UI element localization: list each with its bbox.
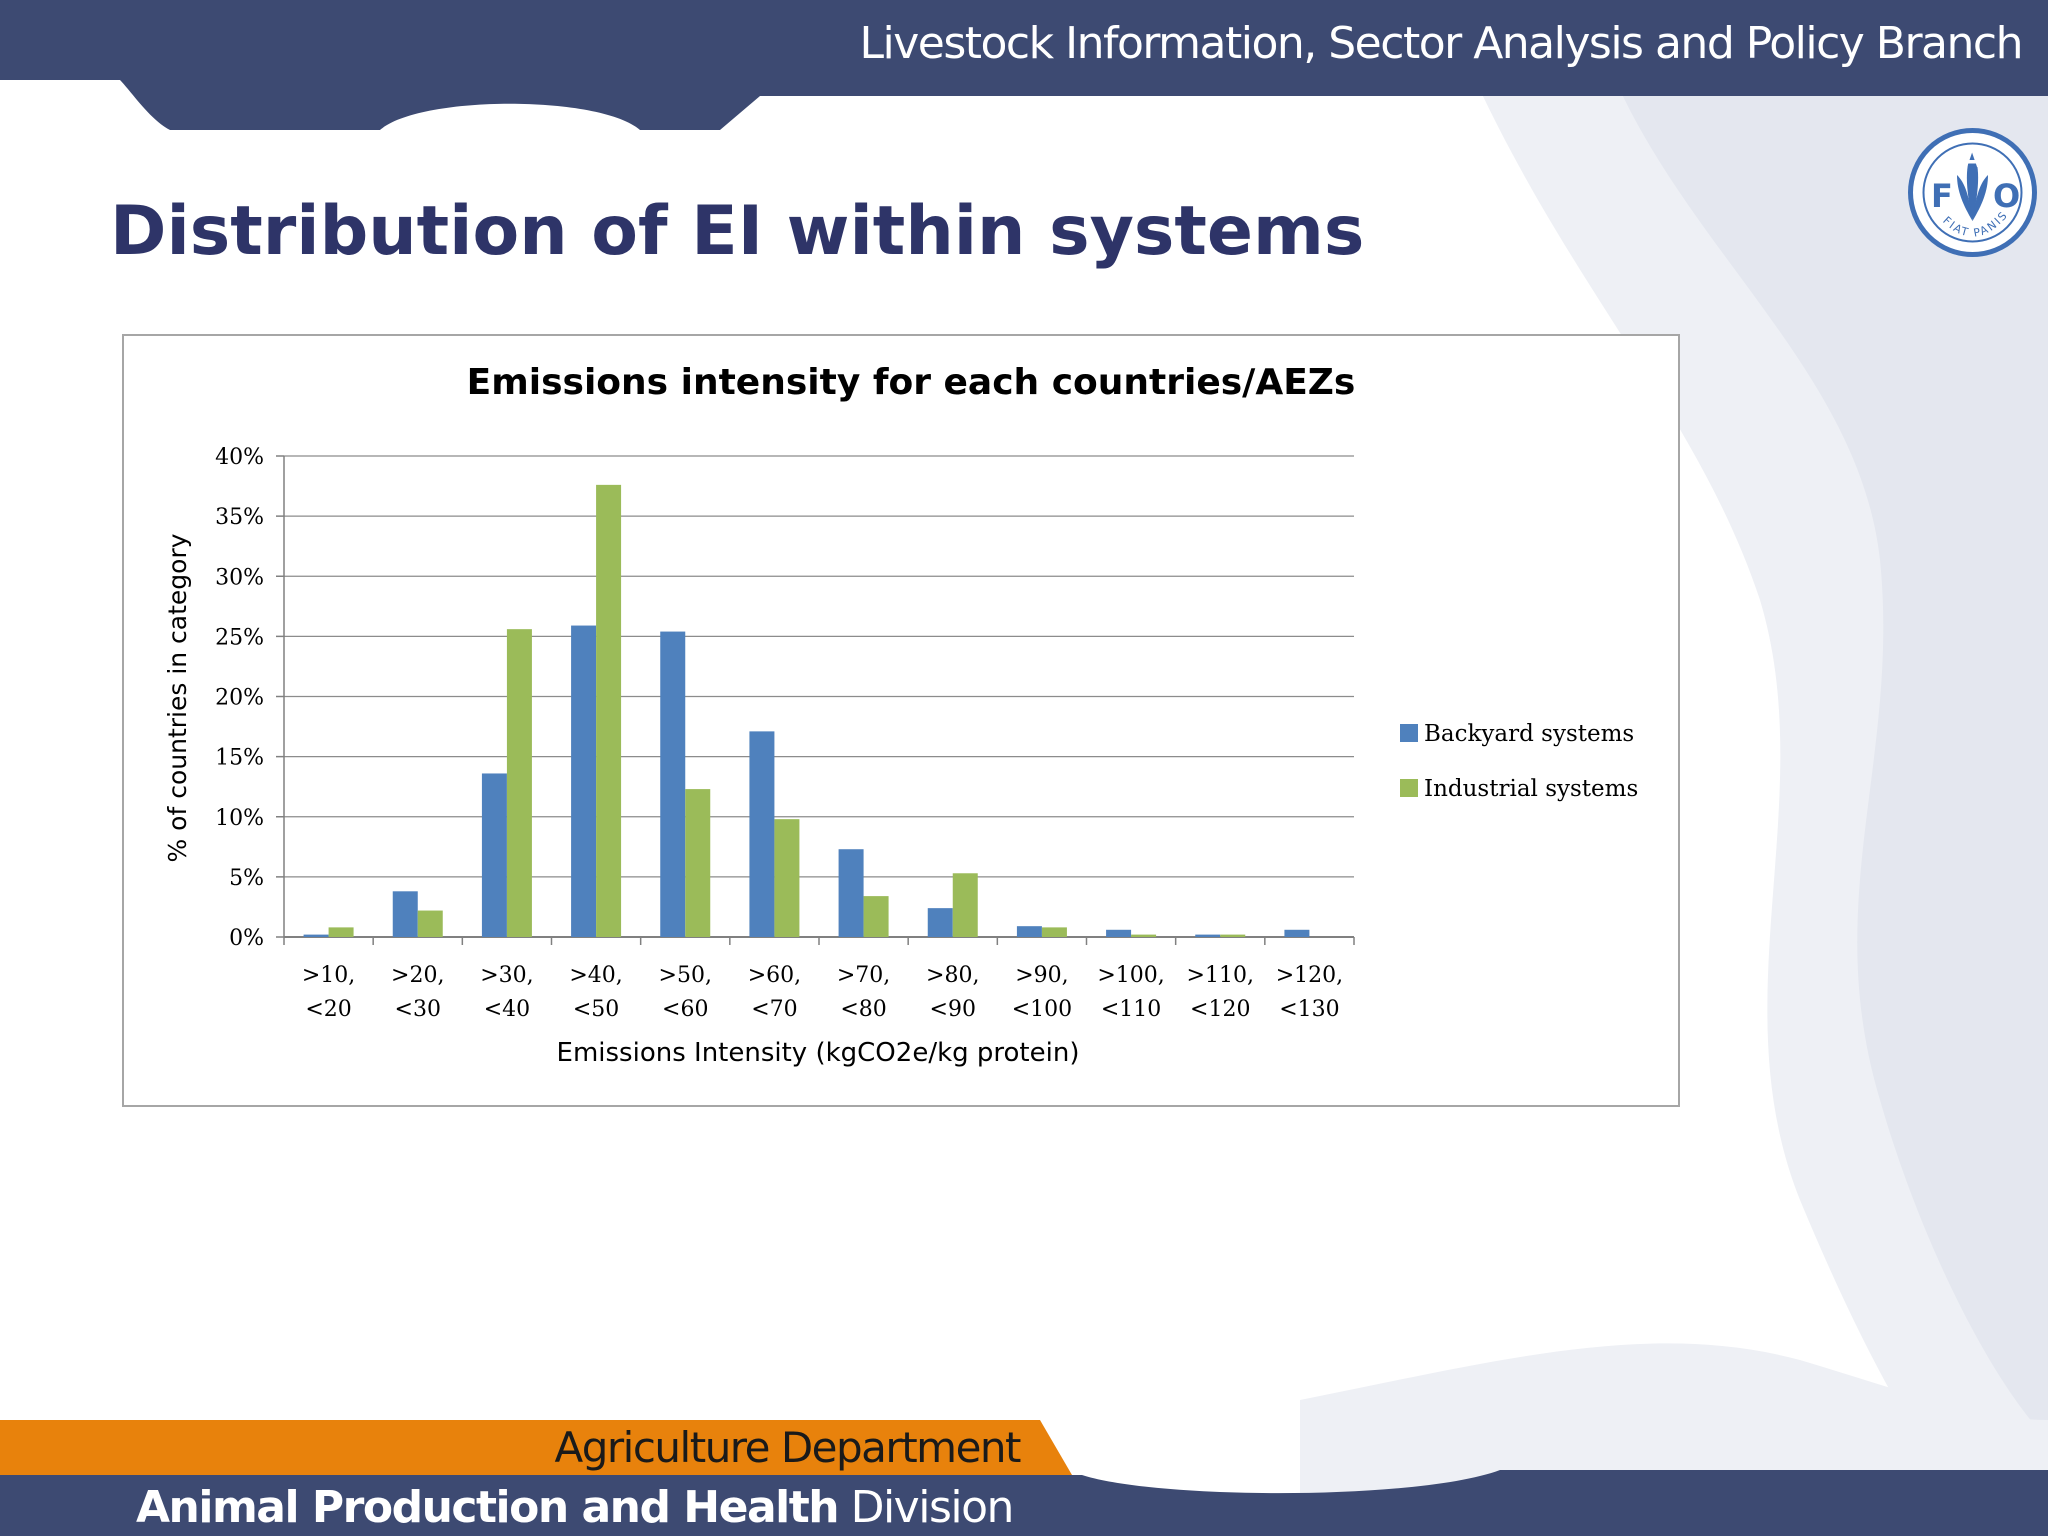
bar-backyard <box>749 731 775 937</box>
legend-swatch-industrial <box>1400 779 1418 797</box>
bar-backyard <box>303 934 329 937</box>
legend-label-industrial: Industrial systems <box>1424 776 1638 802</box>
bar-industrial <box>1041 927 1067 937</box>
x-tick-label: >90, <box>1015 963 1068 988</box>
bar-backyard <box>392 891 418 937</box>
footer-department: Agriculture Department <box>554 1423 1022 1472</box>
y-tick-label: 10% <box>215 806 264 831</box>
footer-division: Animal Production and Health Division <box>136 1480 1015 1536</box>
x-tick-label: <70 <box>751 997 797 1022</box>
y-tick-label: 0% <box>229 926 264 951</box>
bar-industrial <box>1220 934 1246 937</box>
bar-industrial <box>1131 934 1157 937</box>
x-tick-label: >50, <box>659 963 712 988</box>
bar-industrial <box>596 484 622 937</box>
bar-backyard <box>1106 929 1132 937</box>
x-tick-label: >60, <box>748 963 801 988</box>
bar-industrial <box>774 819 800 937</box>
y-axis-label: % of countries in category <box>163 533 192 862</box>
footer-division-rest: Division <box>838 1482 1015 1533</box>
x-tick-label: >120, <box>1276 963 1343 988</box>
bar-backyard <box>481 773 507 937</box>
x-axis-label: Emissions Intensity (kgCO2e/kg protein) <box>557 1038 1080 1068</box>
x-tick-label: >20, <box>391 963 444 988</box>
logo-letter-a: A <box>1962 144 1982 174</box>
x-tick-label: <40 <box>484 997 530 1022</box>
logo-letter-f: F <box>1931 177 1953 215</box>
x-tick-label: >80, <box>926 963 979 988</box>
bar-industrial <box>685 789 711 937</box>
x-tick-label: <130 <box>1279 997 1339 1022</box>
y-tick-label: 25% <box>215 625 264 650</box>
x-tick-label: >40, <box>569 963 622 988</box>
x-tick-label: >30, <box>480 963 533 988</box>
bar-backyard <box>927 908 953 937</box>
bar-backyard <box>1284 929 1310 937</box>
bar-industrial <box>952 873 978 937</box>
x-tick-label: >10, <box>302 963 355 988</box>
footer-division-bold: Animal Production and Health <box>136 1482 840 1533</box>
x-tick-label: <60 <box>662 997 708 1022</box>
x-tick-label: <50 <box>573 997 619 1022</box>
legend-swatch-backyard <box>1400 724 1418 742</box>
x-tick-label: <100 <box>1012 997 1072 1022</box>
x-tick-label: >110, <box>1187 963 1254 988</box>
y-tick-label: 15% <box>215 746 264 771</box>
y-tick-label: 35% <box>215 505 264 530</box>
y-tick-label: 5% <box>229 866 264 891</box>
fao-logo-icon: F A O FIAT PANIS <box>1908 128 2037 257</box>
logo-letter-o: O <box>1993 177 2020 215</box>
legend-label-backyard: Backyard systems <box>1424 721 1634 747</box>
bar-backyard <box>1016 926 1042 937</box>
branch-header: Livestock Information, Sector Analysis a… <box>859 18 2023 69</box>
x-tick-label: >100, <box>1097 963 1164 988</box>
y-tick-label: 20% <box>215 686 264 711</box>
bar-industrial <box>863 896 889 937</box>
bar-backyard <box>838 849 864 937</box>
x-tick-label: <30 <box>395 997 441 1022</box>
slide-title: Distribution of EI within systems <box>110 192 1365 271</box>
y-tick-label: 30% <box>215 565 264 590</box>
x-tick-label: <80 <box>840 997 886 1022</box>
x-tick-label: <110 <box>1101 997 1161 1022</box>
bar-backyard <box>571 625 597 937</box>
bar-backyard <box>660 631 686 937</box>
x-tick-label: <120 <box>1190 997 1250 1022</box>
chart-frame: Emissions intensity for each countries/A… <box>122 334 1680 1107</box>
y-tick-label: 40% <box>215 445 264 470</box>
bar-industrial <box>328 927 354 937</box>
bar-industrial <box>506 629 532 937</box>
bar-chart: Emissions intensity for each countries/A… <box>163 362 1638 1068</box>
x-tick-label: <90 <box>930 997 976 1022</box>
x-tick-label: >70, <box>837 963 890 988</box>
chart-title: Emissions intensity for each countries/A… <box>467 362 1356 403</box>
bar-backyard <box>1195 934 1221 937</box>
bar-industrial <box>417 910 443 937</box>
x-tick-label: <20 <box>305 997 351 1022</box>
